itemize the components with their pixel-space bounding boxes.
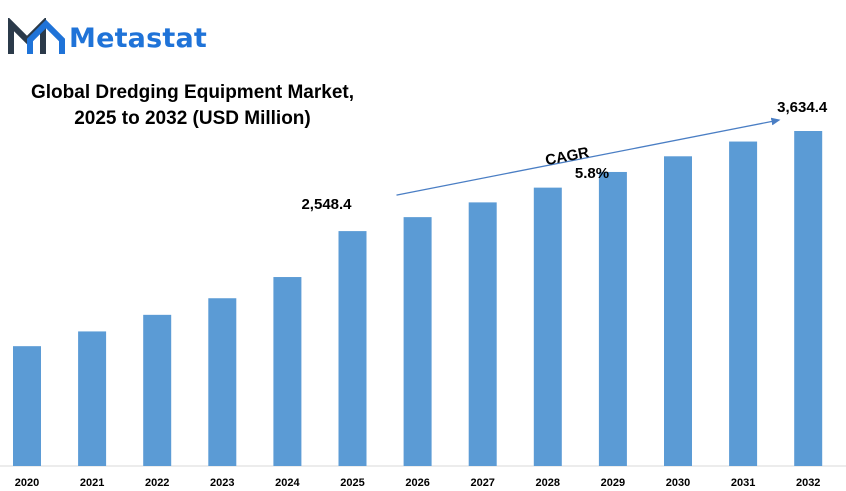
x-tick-label-2029: 2029 — [601, 477, 625, 489]
x-tick-label-2025: 2025 — [340, 477, 364, 489]
x-tick-label-2028: 2028 — [536, 477, 560, 489]
bar-2021 — [78, 331, 107, 466]
x-tick-label-2020: 2020 — [15, 477, 39, 489]
chart-title-line-2: 2025 to 2032 (USD Million) — [74, 108, 311, 129]
data-label-2025: 2,548.4 — [301, 196, 352, 213]
bar-2029 — [598, 171, 627, 466]
bar-2025 — [338, 231, 367, 466]
x-tick-label-2022: 2022 — [145, 477, 169, 489]
x-tick-label-2032: 2032 — [796, 477, 820, 489]
x-tick-label-2026: 2026 — [405, 477, 429, 489]
brand-name: Metastat — [69, 22, 208, 54]
x-tick-label-2023: 2023 — [210, 477, 234, 489]
brand-logo: Metastat — [8, 18, 207, 58]
chart-title: Global Dredging Equipment Market, 2025 t… — [20, 80, 365, 132]
bar-2030 — [664, 156, 692, 466]
bar-2020 — [13, 346, 41, 466]
bar-2024 — [273, 277, 302, 466]
x-tick-label-2027: 2027 — [470, 477, 494, 489]
chart-title-line-1: Global Dredging Equipment Market, — [30, 82, 355, 103]
bar-2026 — [403, 217, 432, 466]
bar-2028 — [533, 187, 562, 466]
bar-2023 — [208, 298, 237, 466]
x-tick-label-2031: 2031 — [731, 477, 755, 489]
bar-2031 — [729, 141, 758, 466]
x-tick-label-2024: 2024 — [275, 477, 300, 489]
bar-2027 — [468, 202, 497, 467]
metastat-logo-icon — [8, 18, 65, 54]
cagr-value: 5.8% — [575, 165, 609, 182]
bar-2022 — [143, 314, 172, 466]
data-label-2032: 3,634.4 — [777, 99, 828, 116]
x-tick-label-2021: 2021 — [80, 477, 104, 489]
cagr-arrow — [396, 117, 781, 196]
x-tick-label-2030: 2030 — [666, 477, 690, 489]
bar-2032 — [794, 131, 823, 466]
